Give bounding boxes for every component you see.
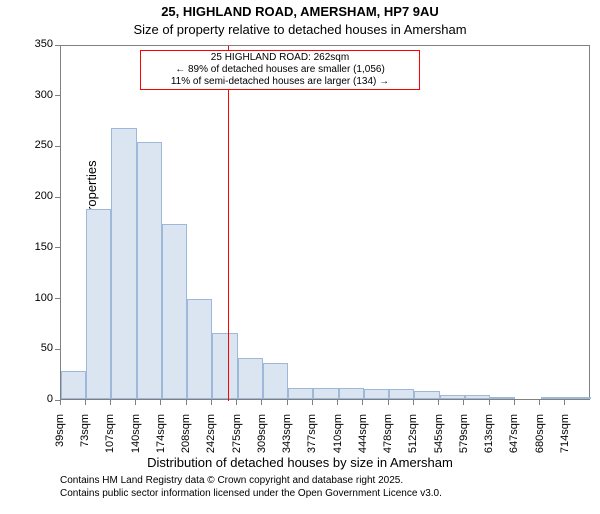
- x-tick-label: 242sqm: [205, 414, 217, 514]
- chart-title: 25, HIGHLAND ROAD, AMERSHAM, HP7 9AU: [0, 4, 600, 19]
- x-tick-label: 579sqm: [458, 414, 470, 514]
- x-tick-label: 410sqm: [332, 414, 344, 514]
- x-tick-label: 174sqm: [155, 414, 167, 514]
- y-tick-mark: [55, 95, 60, 96]
- x-tick-label: 545sqm: [433, 414, 445, 514]
- y-tick-mark: [55, 197, 60, 198]
- histogram-bar: [288, 388, 313, 399]
- x-tick-mark: [261, 400, 262, 405]
- x-tick-mark: [388, 400, 389, 405]
- y-tick-label: 150: [25, 241, 53, 253]
- histogram-bar: [339, 388, 364, 399]
- histogram-bar: [86, 209, 111, 399]
- histogram-bar: [313, 388, 338, 399]
- histogram-bar: [238, 358, 263, 399]
- x-tick-mark: [186, 400, 187, 405]
- y-tick-label: 250: [25, 139, 53, 151]
- annot-line1: 25 HIGHLAND ROAD: 262sqm: [211, 52, 349, 63]
- x-tick-label: 73sqm: [79, 414, 91, 514]
- x-tick-mark: [413, 400, 414, 405]
- subject-marker-line: [228, 46, 229, 401]
- x-tick-mark: [135, 400, 136, 405]
- x-tick-label: 478sqm: [382, 414, 394, 514]
- chart-container: { "title": "25, HIGHLAND ROAD, AMERSHAM,…: [0, 0, 600, 500]
- y-tick-mark: [55, 45, 60, 46]
- x-tick-mark: [60, 400, 61, 405]
- x-tick-mark: [337, 400, 338, 405]
- y-tick-label: 100: [25, 292, 53, 304]
- x-tick-label: 208sqm: [180, 414, 192, 514]
- annot-line3: 11% of semi-detached houses are larger (…: [171, 76, 389, 87]
- histogram-bar: [440, 395, 465, 399]
- histogram-bar: [414, 391, 439, 399]
- x-tick-mark: [539, 400, 540, 405]
- histogram-bar: [465, 395, 490, 399]
- histogram-bar: [490, 397, 515, 399]
- y-tick-mark: [55, 298, 60, 299]
- plot-area: [60, 45, 590, 400]
- x-tick-label: 512sqm: [407, 414, 419, 514]
- histogram-bar: [111, 128, 136, 399]
- x-tick-label: 39sqm: [54, 414, 66, 514]
- y-tick-mark: [55, 247, 60, 248]
- histogram-bar: [263, 363, 288, 400]
- y-tick-mark: [55, 349, 60, 350]
- chart-subtitle: Size of property relative to detached ho…: [0, 22, 600, 37]
- x-tick-label: 309sqm: [256, 414, 268, 514]
- histogram-bar: [61, 371, 86, 399]
- x-tick-label: 613sqm: [483, 414, 495, 514]
- x-tick-mark: [160, 400, 161, 405]
- x-tick-mark: [489, 400, 490, 405]
- x-tick-label: 647sqm: [508, 414, 520, 514]
- histogram-bar: [162, 224, 187, 399]
- histogram-bar: [187, 299, 212, 399]
- y-tick-label: 200: [25, 190, 53, 202]
- x-tick-mark: [85, 400, 86, 405]
- x-tick-mark: [110, 400, 111, 405]
- x-tick-mark: [564, 400, 565, 405]
- x-tick-label: 275sqm: [231, 414, 243, 514]
- annotation-box: 25 HIGHLAND ROAD: 262sqm← 89% of detache…: [140, 50, 420, 90]
- x-tick-mark: [312, 400, 313, 405]
- y-tick-label: 350: [25, 38, 53, 50]
- histogram-bar: [541, 397, 566, 399]
- x-tick-mark: [236, 400, 237, 405]
- x-tick-label: 680sqm: [534, 414, 546, 514]
- y-tick-label: 300: [25, 89, 53, 101]
- x-tick-mark: [362, 400, 363, 405]
- x-tick-label: 377sqm: [306, 414, 318, 514]
- y-tick-label: 50: [25, 342, 53, 354]
- y-tick-mark: [55, 146, 60, 147]
- x-tick-label: 714sqm: [559, 414, 571, 514]
- y-tick-label: 0: [25, 393, 53, 405]
- x-tick-label: 343sqm: [281, 414, 293, 514]
- annot-line2: ← 89% of detached houses are smaller (1,…: [175, 64, 385, 75]
- x-tick-mark: [211, 400, 212, 405]
- x-tick-mark: [287, 400, 288, 405]
- x-tick-mark: [438, 400, 439, 405]
- x-tick-label: 140sqm: [130, 414, 142, 514]
- histogram-bar: [364, 389, 389, 399]
- histogram-bar: [137, 142, 162, 399]
- x-tick-mark: [514, 400, 515, 405]
- x-tick-label: 444sqm: [357, 414, 369, 514]
- x-tick-mark: [463, 400, 464, 405]
- histogram-bar: [212, 333, 237, 399]
- histogram-bar: [389, 389, 414, 399]
- x-tick-label: 107sqm: [104, 414, 116, 514]
- histogram-bar: [566, 397, 591, 399]
